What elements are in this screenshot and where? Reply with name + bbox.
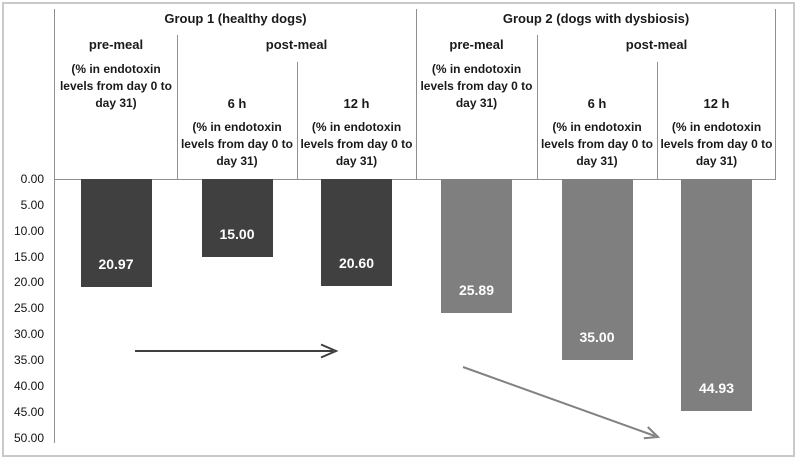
bar-group-1-post-meal-12-h: 20.60	[321, 179, 392, 286]
group1-6h-label: 6 h	[227, 96, 247, 111]
group2-12h-label: 12 h	[703, 96, 730, 111]
bar-value-label: 44.93	[698, 380, 735, 397]
group2-premeal-note: (% in endotoxin levels from day 0 to day…	[420, 62, 533, 110]
y-tick-label: 30.00	[13, 327, 44, 342]
y-tick-label: 5.00	[20, 197, 44, 212]
bar-value-label: 20.60	[338, 254, 375, 271]
bar-group-2-pre-meal: 25.89	[441, 179, 512, 313]
y-tick-label: 20.00	[13, 275, 44, 290]
bar-group-2-post-meal-12-h: 44.93	[681, 179, 752, 412]
bar-group-1-post-meal-6-h: 15.00	[201, 179, 273, 257]
group1-premeal-note: (% in endotoxin levels from day 0 to day…	[59, 62, 173, 110]
group2-premeal-label: pre-meal	[449, 37, 504, 52]
bar-value-label: 20.97	[98, 256, 134, 273]
group2-6h-label: 6 h	[587, 96, 607, 111]
group1-6h-note: (% in endotoxin levels from day 0 to day…	[180, 120, 294, 168]
figure-border	[2, 2, 795, 457]
group2-6h-note: (% in endotoxin levels from day 0 to day…	[540, 120, 654, 168]
y-tick-label: 10.00	[13, 223, 44, 238]
g1-premeal-postmeal-divider	[177, 35, 178, 179]
y-tick-label: 35.00	[13, 352, 44, 367]
y-tick-label: 40.00	[13, 378, 44, 393]
y-tick-label: 45.00	[13, 404, 44, 419]
y-tick-label: 15.00	[13, 249, 44, 264]
group1-12h-label: 12 h	[343, 96, 370, 111]
group1-title: Group 1 (healthy dogs)	[164, 11, 307, 26]
y-tick-label: 0.00	[20, 172, 44, 186]
g1-6h-12h-divider	[297, 62, 298, 179]
group-divider-line	[416, 9, 417, 179]
group1-postmeal-label: post-meal	[265, 37, 328, 52]
y-tick-label: 50.00	[13, 430, 44, 445]
bar-group-2-post-meal-6-h: 35.00	[561, 179, 633, 360]
zero-baseline	[54, 179, 776, 180]
g2-6h-12h-divider	[657, 62, 658, 179]
bar-value-label: 15.00	[219, 225, 255, 242]
group1-premeal-label: pre-meal	[88, 37, 144, 52]
y-axis-line	[54, 9, 55, 443]
group2-title: Group 2 (dogs with dysbiosis)	[502, 11, 690, 26]
bar-group-1-pre-meal: 20.97	[80, 179, 152, 288]
g2-premeal-postmeal-divider	[537, 35, 538, 179]
group1-12h-note: (% in endotoxin levels from day 0 to day…	[300, 120, 413, 168]
bar-value-label: 25.89	[458, 281, 495, 298]
bar-value-label: 35.00	[579, 328, 615, 345]
plot-right-edge-line	[775, 9, 776, 179]
y-tick-label: 25.00	[13, 301, 44, 316]
group2-12h-note: (% in endotoxin levels from day 0 to day…	[660, 120, 773, 168]
group2-postmeal-label: post-meal	[625, 37, 688, 52]
